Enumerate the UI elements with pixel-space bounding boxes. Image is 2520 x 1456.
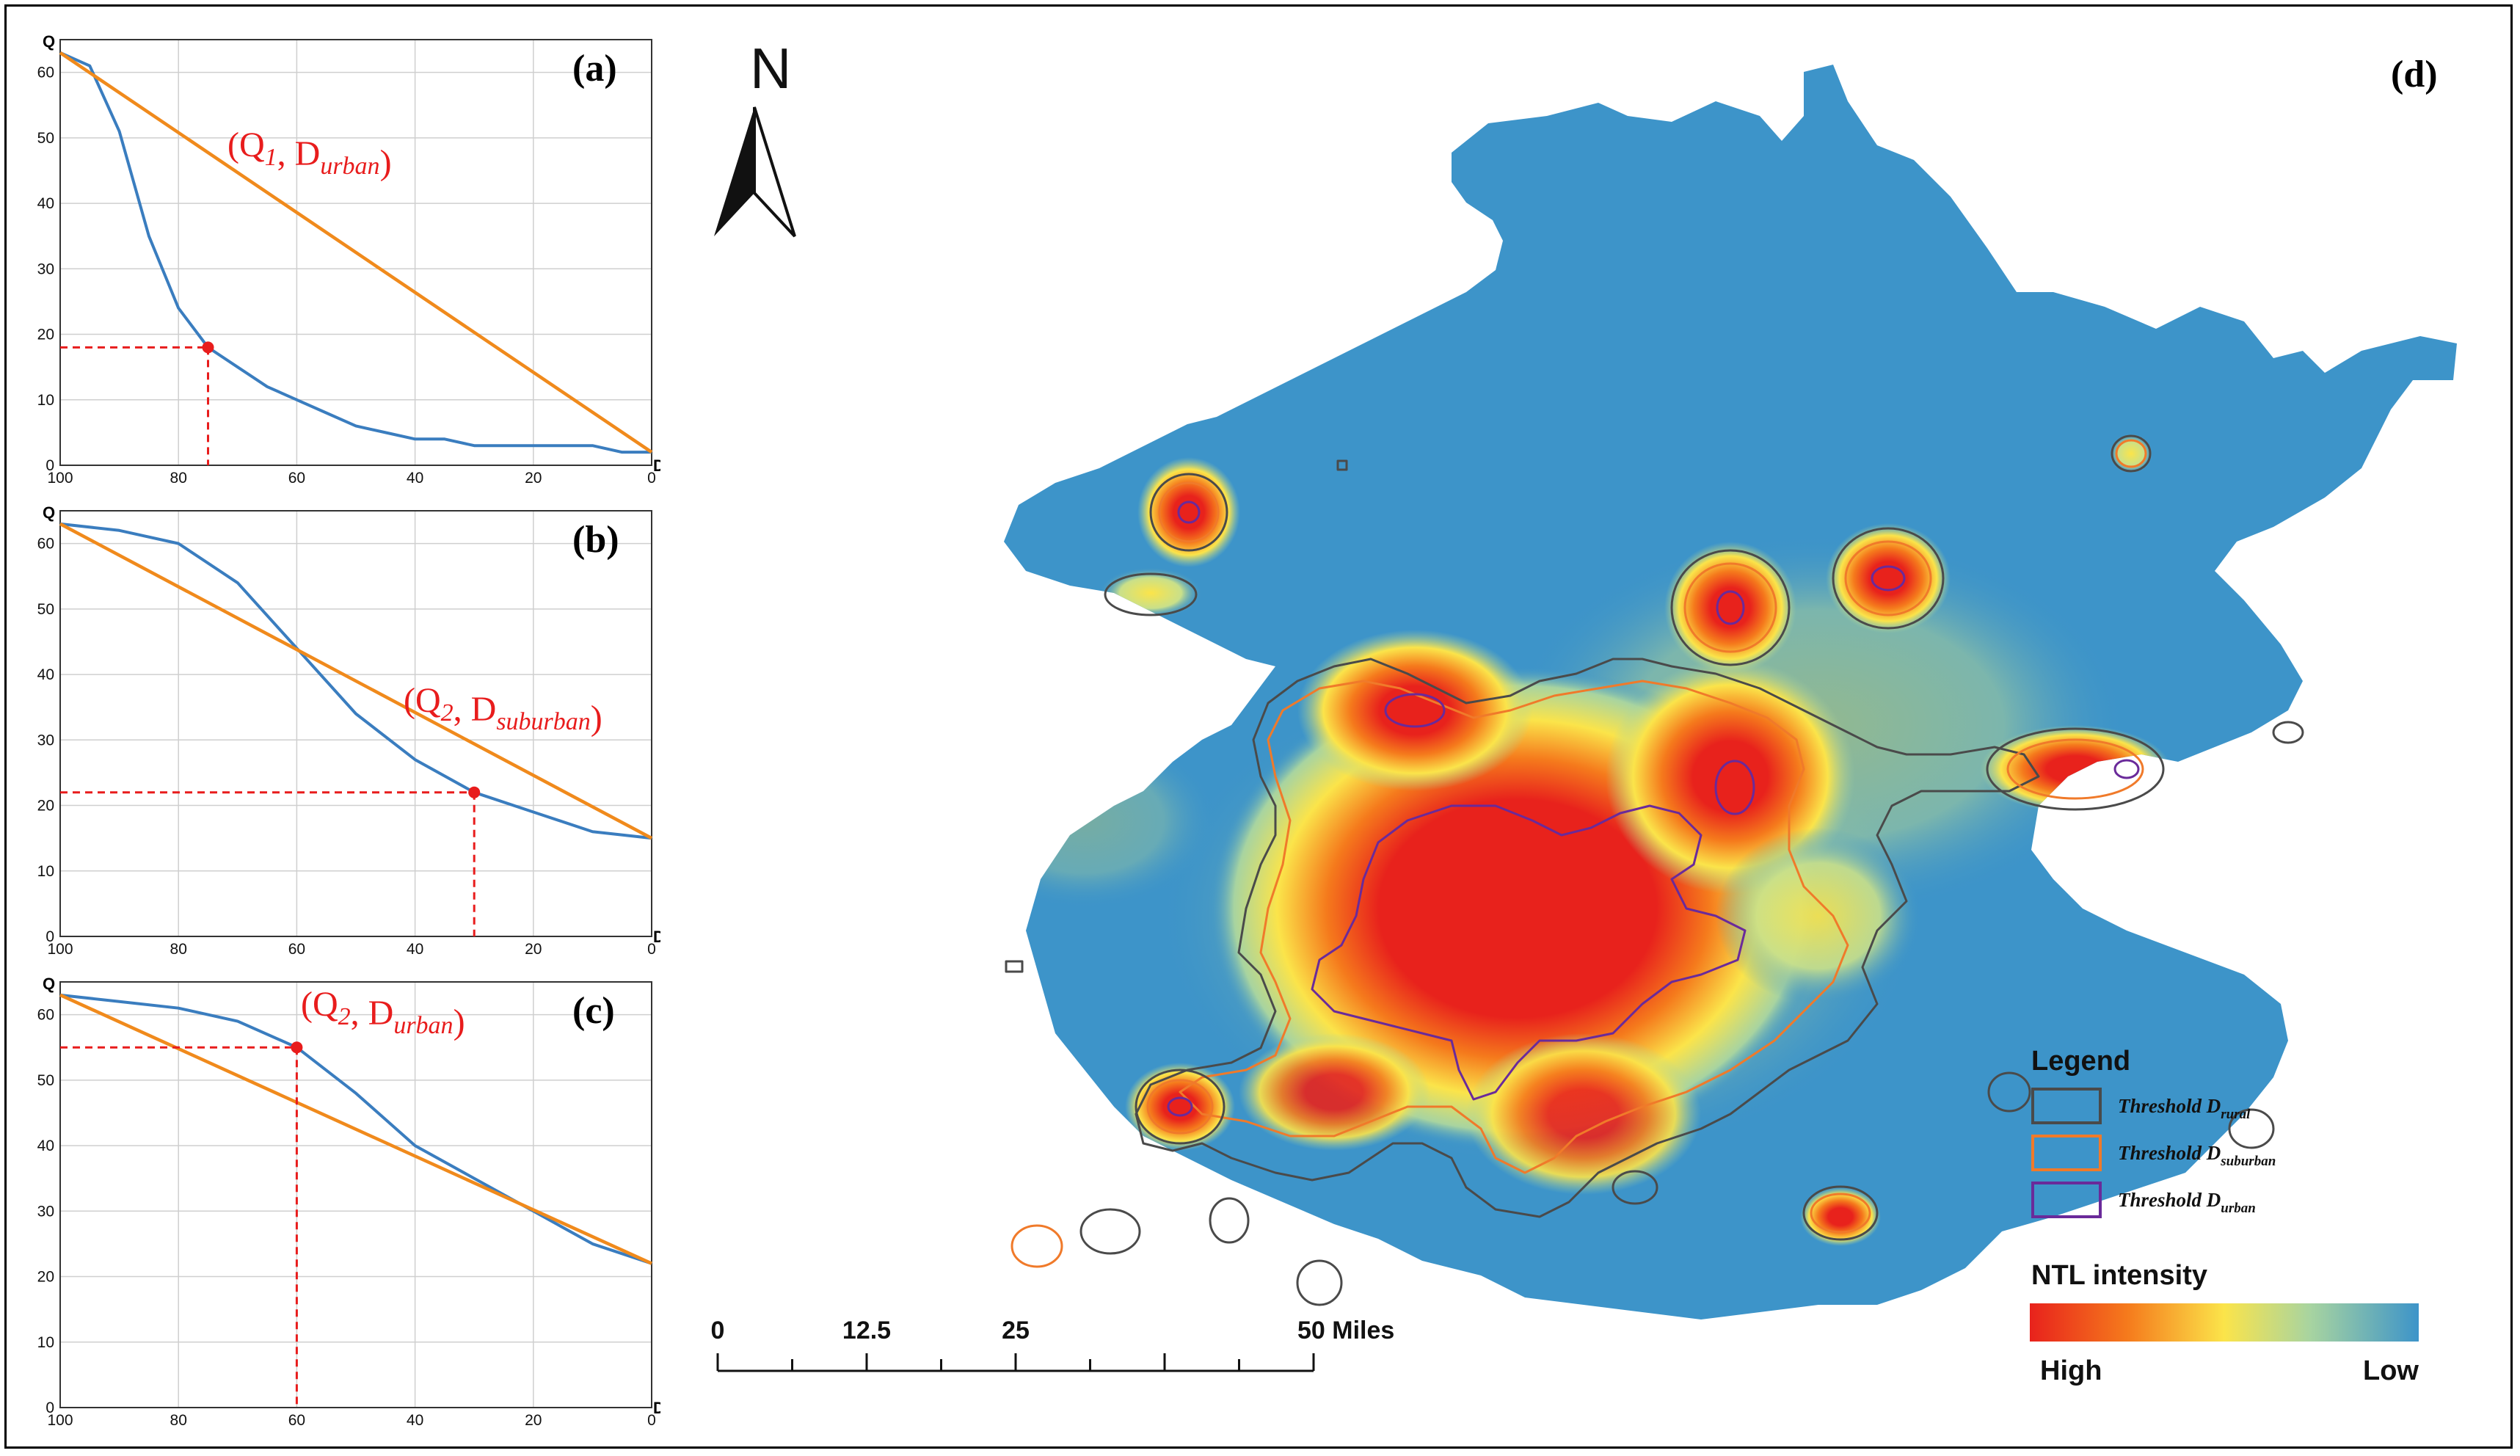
plot-frame	[59, 981, 652, 1408]
x-axis-label: D	[653, 928, 660, 946]
legend-title: Legend	[2031, 1046, 2130, 1077]
town-outline	[1149, 473, 1228, 552]
scale-bar-label: 25	[1002, 1317, 1030, 1344]
y-axis-label: Q	[43, 32, 55, 51]
legend-swatch	[2031, 1135, 2102, 1171]
y-tick-label: 40	[37, 666, 54, 683]
north-arrow: N	[714, 36, 796, 238]
y-tick-label: 10	[37, 392, 54, 409]
ntl-high-label: High	[2040, 1355, 2102, 1386]
scale-bar-label: 50 Miles	[1297, 1317, 1394, 1344]
ntl-intensity-title: NTL intensity	[2031, 1260, 2207, 1291]
y-tick-label: 0	[45, 928, 54, 945]
y-axis-label: Q	[43, 975, 55, 993]
scale-bar-label: 12.5	[842, 1317, 891, 1344]
north-label: N	[750, 36, 791, 101]
panel-label: (c)	[572, 990, 615, 1032]
x-tick-label: 20	[525, 941, 542, 956]
x-tick-label: 60	[288, 941, 305, 956]
x-tick-label: 0	[647, 470, 656, 484]
figure-frame	[4, 4, 2513, 1449]
chart-b-svg: 100 80 60 40 20 0 0 10 20 30 40 50 60 D Q (Q2, Dsuburba…	[37, 503, 665, 958]
plot-frame	[59, 510, 652, 937]
y-tick-label: 10	[37, 863, 54, 880]
plot-frame	[59, 39, 652, 466]
reference-line	[59, 522, 653, 840]
legend-item-label: Threshold Dsuburban	[2118, 1142, 2276, 1169]
y-tick-label: 30	[37, 1203, 54, 1220]
x-tick-label: 40	[407, 470, 423, 484]
legend-swatch	[2031, 1182, 2102, 1218]
panel-label: (a)	[572, 48, 617, 90]
curve-series-line	[59, 993, 652, 1265]
y-tick-label: 40	[37, 1138, 54, 1154]
chart-panel-c: 100 80 60 40 20 0 0 10 20 30 40 50 60 D Q (Q2, Durban) (…	[7, 970, 665, 1429]
scale-bar: 0 12.5 25 50 Miles	[711, 1317, 1394, 1372]
x-tick-label: 100	[47, 941, 73, 956]
y-tick-label: 60	[37, 1007, 54, 1024]
suburban-outline	[1179, 680, 1849, 1174]
x-tick-label: 60	[288, 470, 305, 484]
x-tick-label: 80	[170, 941, 187, 956]
point-annotation: (Q1, Durban)	[227, 125, 392, 182]
panel-label-d: (d)	[2391, 54, 2438, 95]
map-legend: Legend Threshold Drural Threshold Dsuburb…	[2030, 1046, 2419, 1386]
point-annotation: (Q2, Dsuburban)	[404, 681, 602, 738]
point-annotation: (Q2, Durban)	[301, 985, 465, 1041]
y-tick-label: 0	[45, 1399, 54, 1416]
x-tick-label: 100	[47, 470, 73, 484]
chart-panel-a: 100 80 60 40 20 0 0 10 20 30 40 50 60 D Q (Q1, Durban) (…	[7, 28, 665, 487]
x-tick-label: 20	[525, 470, 542, 484]
urban-outline	[1311, 804, 1747, 1101]
legend-swatch	[2031, 1088, 2102, 1124]
chart-panel-b: 100 80 60 40 20 0 0 10 20 30 40 50 60 D Q (Q2, Dsuburba…	[7, 499, 665, 958]
curve-series-line	[59, 522, 652, 840]
x-tick-label: 0	[647, 941, 656, 956]
threshold-point-marker	[291, 1041, 303, 1054]
y-tick-label: 30	[37, 732, 54, 749]
x-tick-label: 0	[647, 1412, 656, 1427]
threshold-outlines	[1005, 434, 2304, 1306]
y-tick-label: 30	[37, 261, 54, 277]
y-tick-label: 20	[37, 798, 54, 815]
y-axis-label: Q	[43, 503, 55, 522]
scale-bar-label: 0	[711, 1317, 725, 1344]
threshold-point-marker	[468, 786, 481, 798]
threshold-point-marker	[202, 341, 214, 354]
curve-series-line	[59, 51, 652, 454]
reference-line	[59, 51, 653, 454]
y-tick-label: 50	[37, 130, 54, 147]
chart-a-svg: 100 80 60 40 20 0 0 10 20 30 40 50 60 D Q (Q1, Durban) (…	[37, 32, 665, 487]
map-svg: (d) N Legend Threshold Drural Threshold D…	[711, 36, 2457, 1386]
reference-line	[59, 993, 652, 1265]
y-tick-label: 60	[37, 536, 54, 553]
y-tick-label: 20	[37, 1269, 54, 1286]
x-tick-label: 20	[525, 1412, 542, 1427]
y-tick-label: 0	[45, 457, 54, 474]
chart-c-svg: 100 80 60 40 20 0 0 10 20 30 40 50 60 D Q (Q2, Durban) (…	[37, 975, 665, 1429]
x-axis-label: D	[653, 456, 660, 475]
legend-item-label: Threshold Durban	[2118, 1189, 2256, 1216]
y-tick-label: 40	[37, 195, 54, 212]
x-tick-label: 60	[288, 1412, 305, 1427]
y-tick-label: 20	[37, 327, 54, 343]
x-tick-label: 40	[407, 1412, 423, 1427]
y-tick-label: 10	[37, 1334, 54, 1351]
legend-item-label: Threshold Drural	[2118, 1095, 2251, 1122]
y-tick-label: 50	[37, 601, 54, 618]
x-tick-label: 80	[170, 1412, 187, 1427]
ntl-color-bar	[2030, 1303, 2419, 1342]
y-tick-label: 60	[37, 65, 54, 81]
map-panel: (d) N Legend Threshold Drural Threshold D…	[674, 28, 2505, 1415]
y-tick-label: 50	[37, 1072, 54, 1089]
x-tick-label: 80	[170, 470, 187, 484]
north-arrow-icon	[714, 107, 754, 236]
x-tick-label: 40	[407, 941, 423, 956]
ntl-low-label: Low	[2363, 1355, 2419, 1386]
x-axis-label: D	[653, 1399, 660, 1417]
panel-label: (b)	[572, 519, 619, 561]
x-tick-label: 100	[47, 1412, 73, 1427]
